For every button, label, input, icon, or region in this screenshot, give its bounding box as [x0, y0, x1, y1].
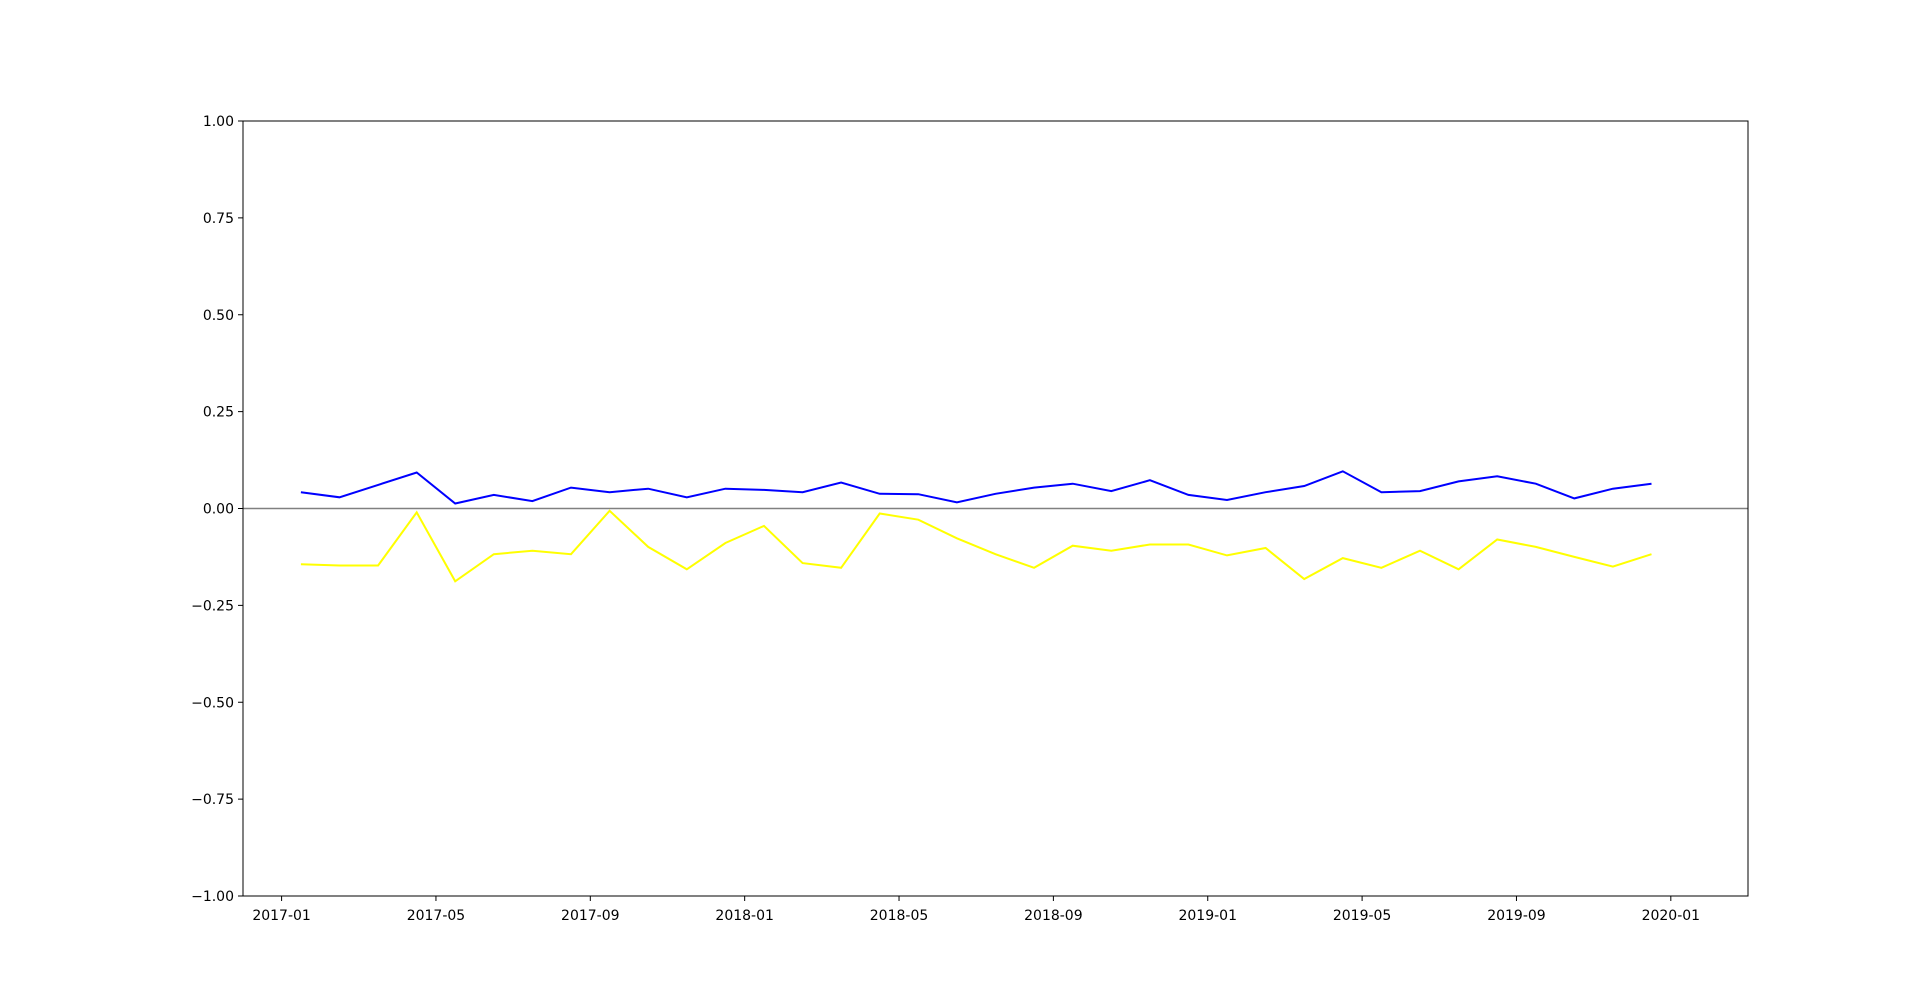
x-tick-label: 2018-09 — [1024, 908, 1083, 924]
x-tick-label: 2017-05 — [407, 908, 466, 924]
series-line — [300, 509, 1652, 583]
y-tick-label: −0.25 — [191, 598, 234, 614]
x-tick-label: 2018-05 — [870, 908, 929, 924]
y-tick-label: 0.00 — [203, 502, 234, 518]
y-tick-label: 1.00 — [203, 114, 234, 130]
x-tick-label: 2017-09 — [561, 908, 620, 924]
x-tick-label: 2018-01 — [715, 908, 774, 924]
x-tick-label: 2019-05 — [1333, 908, 1392, 924]
y-tick-label: −0.50 — [191, 695, 234, 711]
y-tick-label: 0.75 — [203, 211, 234, 227]
y-tick-label: 0.25 — [203, 405, 234, 421]
series-line — [300, 470, 1652, 505]
y-tick-label: −0.75 — [191, 792, 234, 808]
x-tick-label: 2019-09 — [1487, 908, 1546, 924]
y-tick-label: 0.50 — [203, 308, 234, 324]
y-tick-label: −1.00 — [191, 889, 234, 905]
plot-frame — [242, 120, 1749, 897]
x-tick-label: 2017-01 — [252, 908, 311, 924]
x-tick-label: 2019-01 — [1178, 908, 1237, 924]
x-tick-label: 2020-01 — [1642, 908, 1701, 924]
